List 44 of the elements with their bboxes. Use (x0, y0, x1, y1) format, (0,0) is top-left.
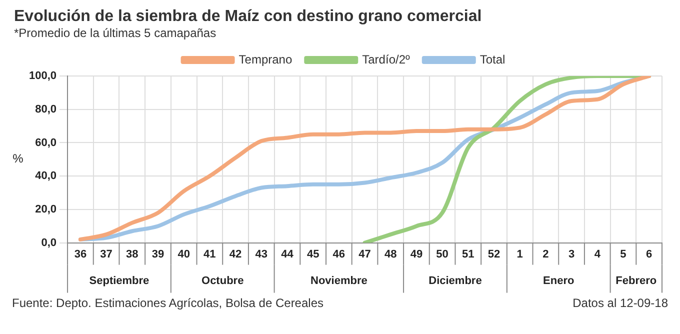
legend-label: Total (480, 52, 506, 66)
x-tick-label: 5 (620, 248, 626, 260)
x-tick-label: 3 (568, 248, 575, 260)
y-tick-label: 20,0 (35, 203, 57, 216)
x-tick-label: 41 (204, 248, 216, 260)
x-tick-label: 51 (462, 248, 474, 260)
y-axis-title: % (12, 152, 24, 166)
text: Febrero (616, 274, 657, 287)
x-tick-label: 1 (516, 248, 523, 260)
x-tick-label: 48 (384, 248, 397, 260)
y-tick-label: 80,0 (35, 103, 57, 116)
y-tick-label: 40,0 (35, 170, 57, 182)
x-tick-label: 4 (594, 248, 602, 260)
x-tick-label: 44 (281, 248, 294, 260)
chart-subtitle: *Promedio de la últimas 5 camapañas (13, 26, 218, 40)
legend-label: Tardío/2º (362, 52, 410, 66)
x-tick-label: 36 (74, 248, 87, 260)
y-tick-label: 0,0 (41, 236, 57, 249)
x-tick-label: 47 (358, 248, 371, 260)
text: Noviembre (310, 274, 368, 287)
x-tick-label: 49 (410, 248, 423, 260)
y-tick-label: 100,0 (28, 70, 57, 82)
text: Septiembre (89, 274, 150, 287)
x-tick-label: 43 (255, 248, 268, 260)
text: Enero (543, 274, 574, 287)
x-tick-label: 42 (229, 248, 242, 260)
chart-title: Evolución de la siembra de Maíz con destino grano comercial (13, 8, 483, 26)
x-tick-label: 50 (436, 248, 448, 260)
x-tick-label: 40 (178, 248, 190, 260)
x-tick-label: 37 (100, 248, 112, 260)
x-tick-label: 2 (542, 248, 549, 260)
legend-label: Temprano (238, 52, 292, 66)
text: Datos al 12-09-18 (572, 296, 668, 310)
y-tick-label: 60,0 (35, 136, 57, 149)
x-tick-label: 46 (332, 248, 346, 260)
text: Diciembre (428, 274, 482, 287)
text: Octubre (202, 274, 244, 287)
x-tick-label: 52 (488, 248, 500, 260)
line-series (78, 76, 652, 242)
x-tick-label: 38 (126, 248, 138, 260)
source-note: Fuente: Depto. Estimaciones Agrícolas, Bolsa de Cereales (12, 296, 324, 310)
x-tick-label: 39 (152, 248, 164, 260)
x-tick-label: 6 (646, 248, 652, 260)
x-tick-label: 45 (306, 248, 320, 260)
